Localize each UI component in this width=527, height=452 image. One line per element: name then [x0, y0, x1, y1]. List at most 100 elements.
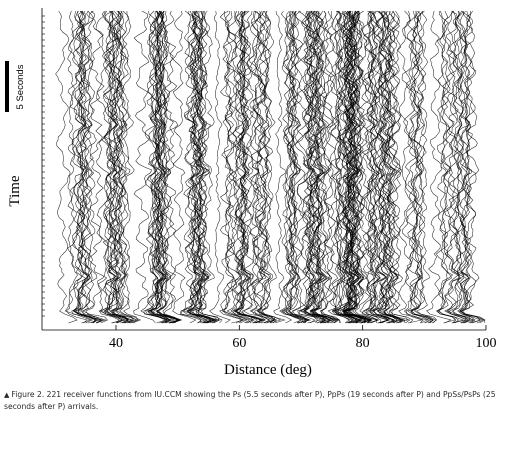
receiver-function-trace — [307, 10, 335, 324]
receiver-function-trace — [459, 10, 481, 324]
receiver-function-trace — [297, 10, 327, 324]
receiver-function-trace — [330, 10, 361, 324]
receiver-function-trace — [80, 10, 102, 324]
receiver-function-trace — [233, 10, 262, 324]
left-axis-ticks — [42, 15, 45, 317]
x-tick-label: 60 — [232, 336, 246, 351]
receiver-function-trace — [387, 10, 414, 324]
receiver-function-trace — [461, 10, 484, 324]
receiver-function-trace — [452, 10, 469, 324]
receiver-function-trace — [408, 11, 430, 324]
figure-caption: ▲ Figure 2. 221 receiver functions from I… — [4, 389, 523, 412]
receiver-function-trace — [386, 10, 409, 324]
receiver-function-trace — [186, 10, 217, 324]
receiver-function-trace — [72, 10, 101, 324]
receiver-function-trace — [436, 10, 460, 324]
receiver-function-trace — [280, 10, 309, 324]
x-tick-label: 40 — [109, 336, 123, 351]
receiver-function-trace — [186, 10, 208, 324]
receiver-function-trace — [111, 10, 140, 324]
receiver-function-trace — [436, 10, 457, 324]
receiver-function-trace — [181, 10, 202, 324]
receiver-function-trace — [219, 10, 248, 324]
receiver-function-trace — [346, 10, 367, 324]
receiver-function-trace — [236, 10, 255, 324]
receiver-function-trace — [71, 10, 97, 324]
receiver-function-trace — [283, 10, 310, 324]
receiver-function-traces — [55, 10, 486, 324]
receiver-function-trace — [352, 10, 373, 324]
receiver-function-trace — [234, 10, 266, 324]
receiver-function-trace — [172, 10, 197, 324]
receiver-function-trace — [76, 10, 96, 324]
receiver-function-trace — [238, 10, 253, 324]
receiver-function-trace — [65, 10, 88, 324]
receiver-function-trace — [451, 10, 474, 324]
receiver-function-trace — [426, 10, 452, 324]
receiver-function-trace — [286, 10, 307, 324]
receiver-function-trace — [258, 10, 286, 324]
receiver-function-trace — [150, 10, 179, 324]
receiver-function-trace — [403, 10, 428, 324]
receiver-function-trace — [160, 10, 179, 324]
receiver-function-trace — [361, 10, 378, 324]
receiver-function-trace — [348, 10, 379, 324]
receiver-function-trace — [401, 10, 424, 324]
receiver-function-trace — [150, 10, 181, 324]
receiver-function-trace — [154, 10, 182, 324]
receiver-function-trace — [183, 10, 212, 324]
receiver-function-trace — [273, 10, 292, 324]
receiver-function-trace — [416, 10, 438, 324]
receiver-function-trace — [282, 11, 303, 324]
receiver-function-trace — [108, 10, 129, 324]
receiver-function-trace — [148, 10, 168, 324]
receiver-function-trace — [354, 10, 373, 324]
receiver-function-trace — [312, 10, 340, 324]
receiver-function-trace — [340, 10, 358, 324]
receiver-function-trace — [321, 10, 341, 324]
receiver-function-trace — [77, 10, 98, 324]
receiver-function-trace — [196, 10, 217, 324]
receiver-function-trace — [114, 10, 134, 324]
receiver-function-trace — [80, 10, 107, 324]
x-tick-label: 80 — [356, 336, 370, 351]
receiver-function-trace — [299, 10, 325, 324]
receiver-function-trace — [190, 10, 215, 324]
receiver-function-trace — [200, 10, 223, 324]
receiver-function-trace — [449, 10, 475, 324]
receiver-function-trace — [384, 10, 402, 324]
receiver-function-trace — [288, 10, 307, 324]
receiver-function-trace — [107, 10, 134, 324]
receiver-function-trace — [143, 10, 174, 324]
receiver-function-trace — [253, 10, 271, 324]
receiver-function-trace — [95, 10, 127, 324]
receiver-function-trace — [444, 10, 467, 324]
receiver-function-trace — [363, 10, 389, 324]
receiver-function-trace — [121, 10, 138, 324]
receiver-function-trace — [256, 11, 274, 324]
receiver-function-trace — [261, 10, 278, 324]
receiver-function-trace — [74, 10, 104, 324]
receiver-function-trace — [345, 10, 368, 324]
receiver-function-trace — [209, 10, 231, 324]
receiver-function-trace — [150, 10, 175, 324]
receiver-function-trace — [147, 10, 167, 324]
receiver-function-trace — [320, 10, 337, 324]
receiver-function-trace — [367, 10, 389, 324]
receiver-function-trace — [82, 10, 108, 324]
receiver-function-trace — [233, 10, 264, 324]
receiver-function-trace — [161, 10, 183, 324]
receiver-function-trace — [113, 10, 142, 324]
receiver-function-trace — [308, 10, 332, 324]
receiver-function-trace — [187, 10, 211, 324]
scale-bar: 5 Seconds — [5, 61, 26, 112]
receiver-function-trace — [145, 10, 169, 324]
receiver-function-trace — [294, 10, 322, 324]
x-axis-label: Distance (deg) — [224, 362, 312, 378]
receiver-function-trace — [344, 10, 370, 324]
receiver-function-trace — [343, 10, 367, 324]
receiver-function-trace — [371, 10, 395, 324]
y-axis-label: Time — [7, 175, 23, 206]
receiver-function-trace — [219, 10, 244, 324]
